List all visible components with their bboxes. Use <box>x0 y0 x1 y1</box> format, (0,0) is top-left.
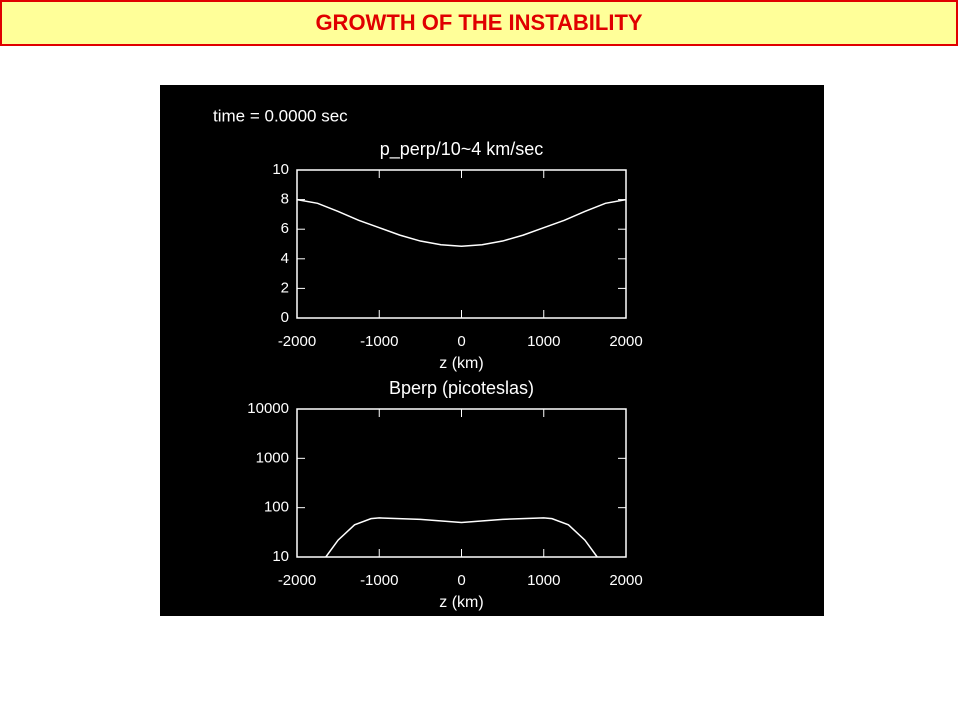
x-axis-label: z (km) <box>439 355 483 372</box>
y-tick-label: 2 <box>281 279 289 296</box>
x-tick-label: 1000 <box>527 572 560 589</box>
y-tick-label: 10 <box>272 161 289 178</box>
x-tick-label: 0 <box>457 572 465 589</box>
x-tick-label: 0 <box>457 333 465 350</box>
x-tick-label: 2000 <box>609 572 642 589</box>
y-tick-label: 1000 <box>256 449 289 466</box>
x-tick-label: -1000 <box>360 333 398 350</box>
x-tick-label: 2000 <box>609 333 642 350</box>
y-tick-label: 4 <box>281 250 289 267</box>
plot-title: p_perp/10~4 km/sec <box>380 139 544 160</box>
plot-background <box>160 85 824 616</box>
y-tick-label: 8 <box>281 191 289 208</box>
y-tick-label: 10 <box>272 548 289 565</box>
x-tick-label: 1000 <box>527 333 560 350</box>
data-line <box>325 517 598 558</box>
y-tick-label: 100 <box>264 499 289 516</box>
y-tick-label: 6 <box>281 220 289 237</box>
x-tick-label: -2000 <box>278 572 316 589</box>
data-line <box>296 198 627 247</box>
x-axis-label: z (km) <box>439 594 483 611</box>
x-tick-label: -1000 <box>360 572 398 589</box>
y-tick-label: 0 <box>281 309 289 326</box>
plot-title: Bperp (picoteslas) <box>389 378 534 398</box>
plot-image: time = 0.0000 sec p_perp/10~4 km/sec z (km… <box>160 85 824 616</box>
slide-title: GROWTH OF THE INSTABILITY <box>0 0 958 46</box>
time-annotation: time = 0.0000 sec <box>213 106 348 125</box>
y-tick-label: 10000 <box>247 400 289 417</box>
x-tick-label: -2000 <box>278 333 316 350</box>
